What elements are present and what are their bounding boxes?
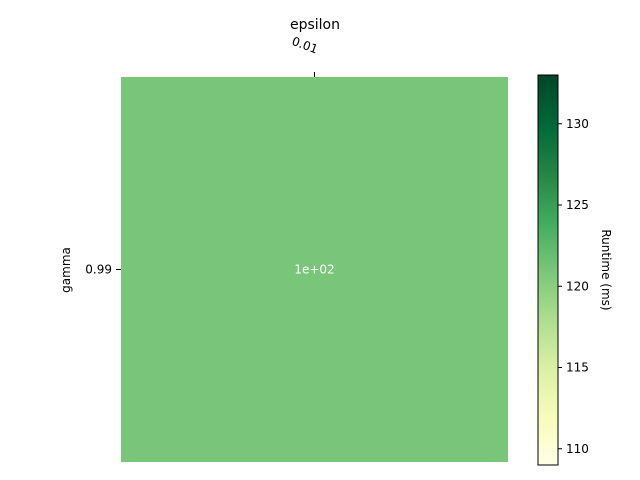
y-axis-ticks: 0.99 (85, 263, 121, 277)
x-axis-ticks: 0.01 (290, 34, 320, 77)
heatmap-cell (121, 77, 508, 462)
colorbar-tick-label: 130 (566, 117, 589, 131)
colorbar-tick-label: 110 (566, 442, 589, 456)
colorbar (537, 74, 559, 466)
y-tick-label: 0.99 (85, 263, 112, 277)
colorbar-tick-label: 115 (566, 361, 589, 375)
colorbar-ticks: 110 115 120 125 130 (558, 117, 589, 456)
colorbar-label: Runtime (ms) (599, 229, 613, 310)
x-tick-label: 0.01 (290, 34, 320, 56)
colorbar-gradient (537, 74, 559, 466)
y-axis-label: gamma (59, 247, 73, 293)
chart-title: epsilon (290, 17, 340, 33)
heatmap-cells: 1e+02 (121, 77, 508, 462)
cell-value-label: 1e+02 (294, 263, 334, 277)
colorbar-tick-label: 125 (566, 198, 589, 212)
colorbar-tick-label: 120 (566, 279, 589, 293)
